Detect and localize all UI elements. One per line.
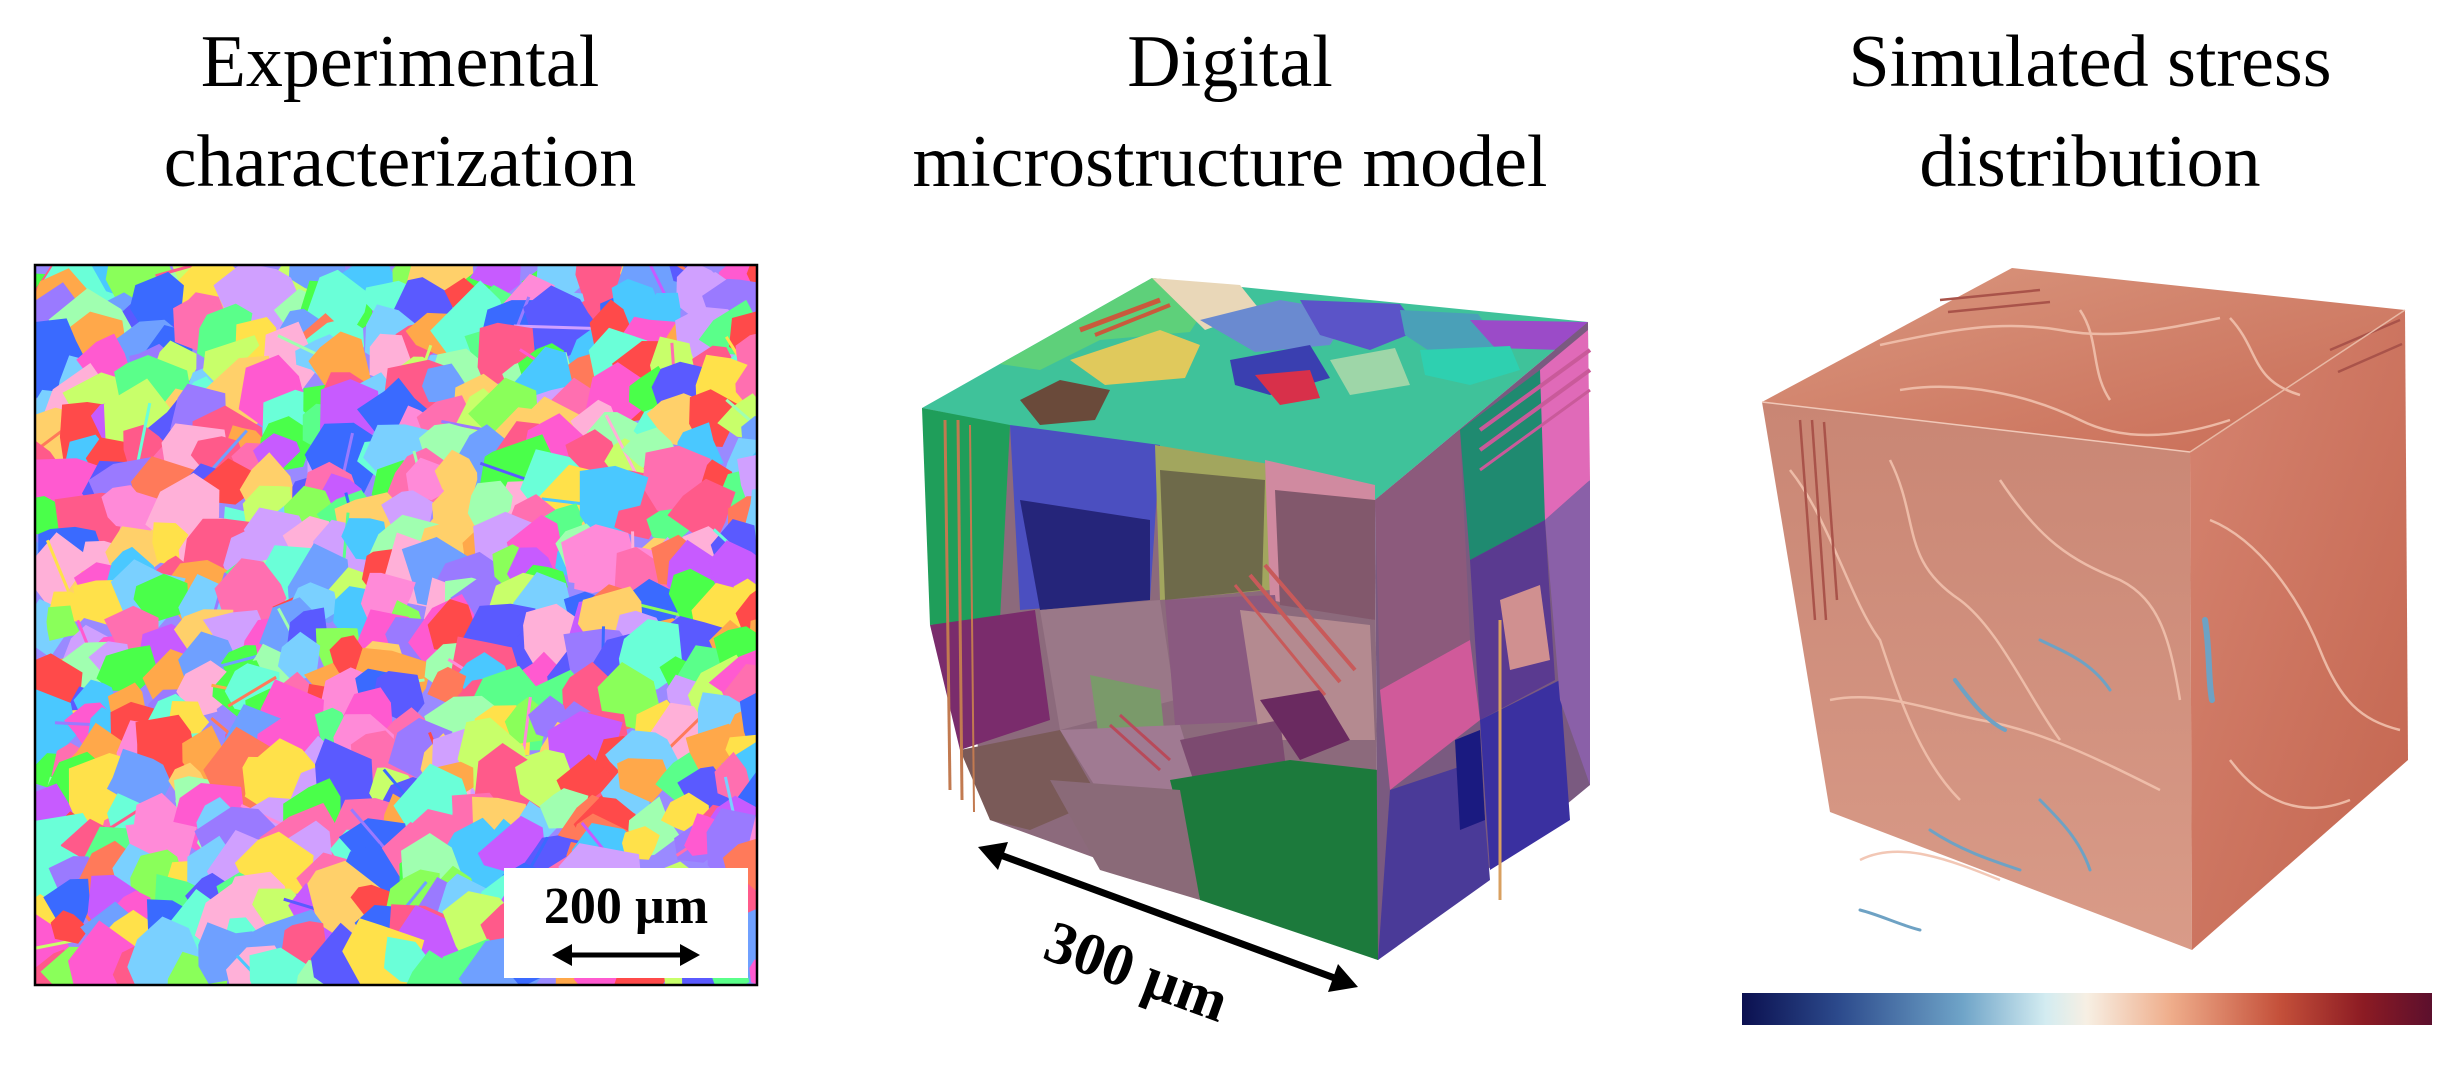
ebsd-grain <box>574 541 625 594</box>
stress-low-regions <box>1858 617 2215 932</box>
panel-title-experimental: Experimental characterization <box>163 21 637 203</box>
ebsd-grain <box>50 910 89 944</box>
ebsd-grain <box>614 505 660 540</box>
ebsd-grain <box>622 826 660 860</box>
ebsd-twin-line <box>35 938 78 950</box>
ebsd-grain <box>427 666 467 704</box>
ebsd-grain <box>35 689 77 767</box>
panel-title-simulated-stress: Simulated stress distribution <box>1848 21 2332 203</box>
ebsd-grain <box>152 522 195 566</box>
ebsd-grain <box>758 291 809 347</box>
ebsd-grain <box>307 860 385 940</box>
ebsd-grain <box>308 331 371 391</box>
ebsd-grain <box>43 878 91 925</box>
ebsd-grain <box>133 573 189 624</box>
stress-right-face <box>2190 310 2408 950</box>
cube-right-face <box>1375 322 1592 960</box>
ebsd-grain <box>747 619 757 677</box>
ebsd-grain <box>650 292 681 328</box>
ebsd-grain <box>753 818 757 848</box>
stress-cube <box>1761 268 2408 950</box>
cube-front-face <box>922 408 1378 960</box>
stress-front-face <box>1762 402 2192 950</box>
ebsd-grain <box>277 631 321 682</box>
cube-top-face <box>922 278 1588 500</box>
ebsd-grain <box>96 645 159 692</box>
stress-cube-edge-top-front <box>1761 401 2191 453</box>
ebsd-scale-arrow <box>552 944 700 966</box>
ebsd-grain <box>714 751 752 802</box>
ebsd-map: 200 µm <box>33 263 809 987</box>
ebsd-twin-line <box>725 398 757 429</box>
ebsd-grain <box>617 758 671 803</box>
ebsd-grain <box>129 271 184 331</box>
ebsd-scale-label: 200 µm <box>544 878 708 935</box>
ebsd-grain-mosaic <box>35 265 809 985</box>
stress-top-face <box>1762 268 2405 452</box>
microstructure-cube: 300 µm <box>922 278 1592 1035</box>
ebsd-grain <box>762 877 800 920</box>
stress-grain-boundaries <box>1789 309 2401 882</box>
ebsd-grain <box>749 959 757 985</box>
ebsd-grain <box>469 265 521 293</box>
stress-cube-edge-top-right <box>2189 309 2406 453</box>
ebsd-grain <box>667 478 736 539</box>
ebsd-grain <box>755 558 757 564</box>
ebsd-frame <box>33 263 759 987</box>
ebsd-twin-line <box>227 675 277 708</box>
ebsd-twin-line <box>522 696 532 750</box>
ebsd-grain <box>767 873 805 911</box>
cube-scale-label: 300 µm <box>1036 908 1237 1035</box>
scale-bar-background <box>504 868 748 978</box>
ebsd-grain <box>755 557 757 591</box>
ebsd-grain <box>46 605 82 641</box>
panel-title-digital-model: Digital microstructure model <box>912 21 1548 203</box>
stress-colorbar <box>1742 993 2432 1025</box>
stress-twin-bands <box>1798 288 2403 621</box>
ebsd-scale-bar: 200 µm <box>504 868 748 978</box>
ebsd-grain <box>329 635 364 677</box>
